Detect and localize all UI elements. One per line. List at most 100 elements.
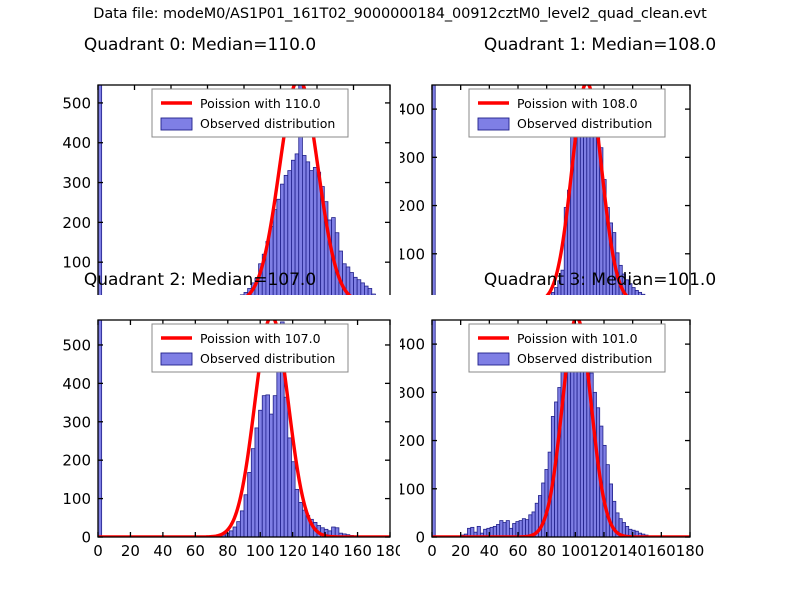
histogram-bar [258, 409, 263, 537]
y-tick-label: 400 [400, 336, 425, 354]
panel-quadrant-1: Quadrant 1: Median=108.00204060801001201… [400, 30, 800, 295]
legend-label-poisson: Poission with 107.0 [200, 331, 321, 346]
histogram-bar [499, 520, 504, 537]
histogram-bar [298, 502, 303, 537]
y-tick-label: 300 [62, 174, 91, 192]
y-tick-label: 400 [400, 101, 425, 119]
axes-frame [431, 84, 691, 295]
panel-title: Quadrant 0: Median=110.0 [83, 35, 317, 55]
x-tick-label: 100 [246, 542, 275, 560]
histogram-bar [265, 394, 270, 537]
histogram-bar [276, 366, 281, 537]
histogram-bar [250, 448, 256, 537]
y-tick-label: 100 [62, 254, 91, 272]
legend-label-observed: Observed distribution [517, 351, 652, 366]
x-tick-label: 40 [153, 542, 172, 560]
histogram-bar [496, 524, 501, 537]
histogram-bar [432, 320, 436, 537]
x-tick-label: 140 [618, 542, 647, 560]
y-tick-label: 300 [400, 149, 425, 167]
panel-title: Quadrant 3: Median=101.0 [483, 270, 717, 290]
histogram-bar [505, 520, 510, 537]
histogram-bar [254, 427, 259, 537]
legend[interactable]: Poission with 110.0 Observed distribution [151, 88, 349, 138]
histogram-bar [367, 288, 373, 295]
axes-quadrant-1: 0204060801001201401601800100200300400Poi… [400, 84, 691, 295]
y-tick-label: 100 [62, 490, 91, 508]
x-tick-label: 80 [218, 542, 237, 560]
axes-frame [431, 319, 691, 538]
histogram-bar [641, 293, 646, 295]
histogram-bar [518, 520, 523, 537]
legend-label-observed: Observed distribution [200, 351, 335, 366]
panel-title: Quadrant 2: Median=107.0 [83, 270, 317, 290]
histogram-bar [432, 85, 436, 295]
x-tick-label: 140 [311, 542, 340, 560]
histogram-bars [98, 320, 362, 537]
axes-quadrant-2: 0 20 40 60 80 100 120 140 160 1800100200300400500… [62, 319, 400, 560]
histogram-bar [371, 293, 376, 295]
x-tick-label: 160 [647, 542, 676, 560]
panel-quadrant-3: Quadrant 3: Median=101.0 0 20 40 60 80 100 120 1… [400, 270, 800, 560]
y-tick-label: 0 [81, 294, 91, 296]
x-tick-label: 180 [376, 542, 400, 560]
legend-bar-swatch [477, 117, 510, 131]
legend[interactable]: Poission with 108.0 Observed distribution [468, 88, 666, 138]
histogram-bar [301, 509, 307, 537]
y-tick-label: 200 [400, 197, 425, 215]
histogram-bar [521, 518, 526, 537]
histogram-bar [236, 521, 241, 537]
poisson-fit-curve [545, 85, 629, 295]
y-tick-label: 500 [62, 94, 91, 112]
y-tick-label: 400 [62, 134, 91, 152]
legend-label-observed: Observed distribution [517, 116, 652, 131]
y-tick-label: 200 [400, 432, 425, 450]
legend-label-poisson: Poission with 108.0 [517, 96, 638, 111]
histogram-bar [247, 472, 252, 537]
x-tick-label: 120 [590, 542, 619, 560]
x-tick-label: 180 [676, 542, 705, 560]
y-tick-label: 400 [62, 375, 91, 393]
y-tick-label: 300 [62, 413, 91, 431]
histogram-bar [283, 396, 289, 537]
x-tick-label: 0 [427, 542, 437, 560]
legend[interactable]: Poission with 101.0 Observed distribution [468, 323, 666, 373]
histogram-bar [502, 522, 507, 537]
x-tick-label: 160 [343, 542, 372, 560]
x-tick-label: 20 [121, 542, 140, 560]
histogram-bar [525, 519, 530, 537]
y-tick-label: 0 [415, 529, 425, 547]
histogram-bar [637, 291, 643, 295]
histogram-bar [287, 437, 292, 537]
axes-quadrant-0: 0204060801001201401600100200300400500Poi… [62, 84, 391, 296]
panel-quadrant-0: Quadrant 0: Median=110.00204060801001201… [0, 30, 400, 295]
histogram-bar [228, 530, 234, 537]
x-tick-label: 20 [451, 542, 470, 560]
histogram-bar [243, 292, 249, 295]
histogram-bar [541, 482, 546, 537]
histogram-bar [98, 85, 103, 295]
legend-bar-swatch [160, 352, 193, 366]
histogram-bar [634, 290, 639, 295]
histogram-bar [243, 494, 249, 537]
figure-suptitle: Data file: modeM0/AS1P01_161T02_90000001… [93, 6, 707, 22]
histogram-bar [294, 488, 300, 537]
y-tick-label: 500 [62, 336, 91, 354]
y-tick-label: 200 [62, 452, 91, 470]
x-tick-label: 80 [537, 542, 556, 560]
histogram-bar [261, 395, 267, 537]
histogram-bar [269, 413, 274, 537]
histogram-bar [239, 510, 245, 537]
poisson-fit-curve [245, 85, 352, 295]
legend-label-observed: Observed distribution [200, 116, 335, 131]
legend[interactable]: Poission with 107.0 Observed distribution [151, 323, 349, 373]
x-tick-label: 60 [508, 542, 527, 560]
legend-bar-swatch [477, 352, 510, 366]
legend-label-poisson: Poission with 110.0 [200, 96, 321, 111]
x-tick-label: 0 [93, 542, 103, 560]
histogram-bar [512, 523, 517, 537]
legend-bar-swatch [160, 117, 193, 131]
y-tick-label: 100 [400, 480, 425, 498]
y-tick-label: 300 [400, 384, 425, 402]
